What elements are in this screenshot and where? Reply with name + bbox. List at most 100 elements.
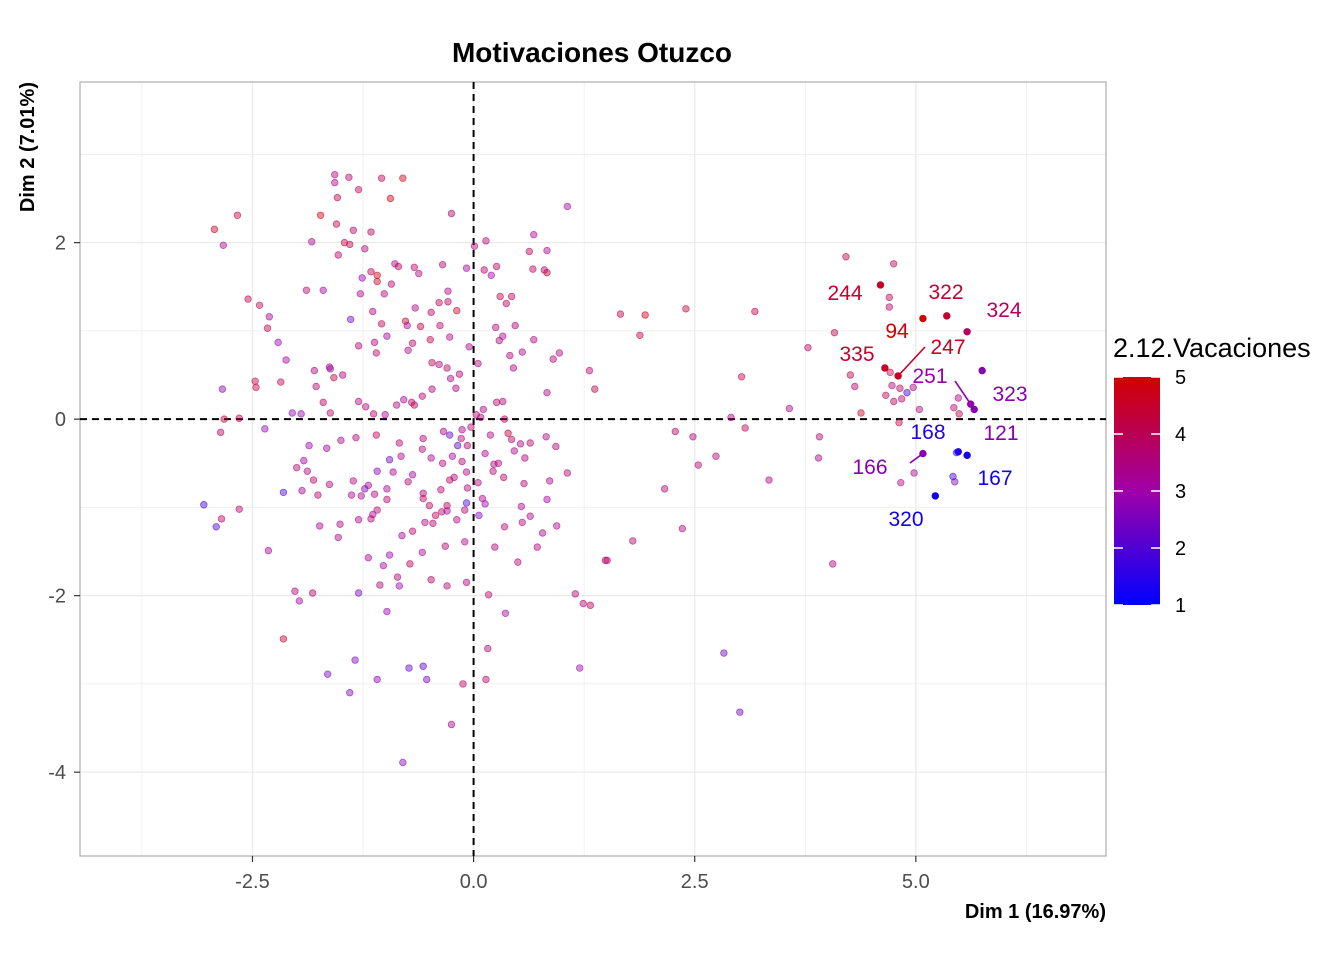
data-point [435, 298, 443, 307]
reference-lines [80, 82, 1106, 856]
data-point [265, 313, 273, 321]
data-point [308, 589, 317, 597]
data-point [425, 501, 434, 510]
data-point [492, 323, 500, 332]
data-point [741, 424, 749, 432]
data-point [896, 384, 904, 392]
data-point [458, 457, 466, 466]
point-label: 94 [885, 320, 909, 343]
data-point [474, 359, 482, 368]
data-point [319, 398, 327, 407]
data-point [545, 477, 554, 485]
label-connector-line [954, 380, 972, 405]
data-point [407, 398, 416, 407]
point-labels: 244 322 324 94 247 335 251 323 121 168 166 167 320 [827, 281, 1027, 531]
data-point [354, 397, 363, 406]
data-point [489, 467, 497, 475]
data-point [492, 262, 501, 271]
data-point [361, 485, 369, 493]
data-point [252, 383, 260, 392]
data-point [373, 277, 381, 286]
data-point [540, 266, 549, 274]
data-point [518, 348, 526, 356]
data-point [641, 311, 649, 319]
labeled-data-points [876, 281, 986, 500]
data-point [383, 332, 391, 340]
data-point [330, 373, 338, 382]
data-point [383, 485, 391, 493]
data-point [372, 349, 381, 357]
data-point [373, 467, 381, 475]
data-point [470, 242, 479, 250]
data-point [500, 415, 509, 423]
data-point [261, 425, 269, 433]
data-point [303, 467, 312, 475]
point-label: 168 [910, 421, 945, 444]
data-point [765, 476, 773, 484]
labeled-point [876, 281, 885, 289]
data-point [369, 410, 378, 418]
data-point [346, 689, 354, 697]
data-point [526, 512, 534, 520]
data-point [338, 371, 347, 379]
data-point [401, 317, 410, 325]
point-label: 335 [839, 343, 874, 366]
data-point [410, 401, 419, 409]
data-point [431, 511, 440, 520]
data-point [501, 609, 510, 617]
data-point [439, 427, 448, 436]
data-point [462, 264, 471, 272]
data-point [380, 290, 388, 298]
data-point [395, 582, 403, 590]
data-point [255, 301, 264, 309]
data-point [367, 515, 375, 523]
data-point [897, 478, 905, 487]
data-point [951, 478, 959, 486]
data-point [458, 426, 466, 434]
data-points [200, 170, 963, 767]
data-point [851, 382, 859, 391]
labeled-point [963, 328, 971, 336]
data-point [392, 401, 401, 409]
data-point [502, 299, 511, 308]
data-point [636, 331, 644, 339]
data-point [277, 378, 285, 386]
data-point [585, 366, 594, 375]
data-point [462, 499, 471, 507]
data-point [429, 519, 437, 527]
label-connector-line [897, 346, 926, 377]
data-point [462, 578, 471, 587]
data-point [264, 546, 273, 555]
data-point [591, 385, 599, 393]
data-point [438, 459, 447, 467]
data-point [354, 342, 363, 350]
data-point [542, 433, 550, 441]
data-point [452, 384, 460, 392]
data-point [404, 478, 412, 486]
data-point [890, 260, 898, 268]
data-point [491, 543, 499, 551]
data-point [954, 394, 962, 402]
data-point [481, 449, 489, 458]
data-point [446, 374, 455, 383]
data-point [443, 582, 451, 590]
y-axis-ticks: -4 -2 0 2 [48, 233, 80, 784]
labeled-point [919, 449, 927, 458]
data-point [453, 516, 461, 524]
data-point [486, 431, 495, 439]
data-point [480, 266, 488, 274]
data-point [909, 383, 917, 392]
data-point [509, 364, 518, 372]
data-point [516, 440, 525, 448]
data-point [334, 251, 342, 259]
data-point [886, 368, 894, 377]
data-point [379, 561, 388, 570]
data-point [571, 590, 580, 598]
data-point [326, 365, 335, 373]
data-point [400, 396, 408, 404]
x-tick-label: 2.5 [681, 871, 709, 893]
data-point [345, 173, 353, 182]
data-point [309, 476, 318, 484]
point-label: 167 [977, 467, 1012, 490]
data-point [354, 516, 363, 524]
